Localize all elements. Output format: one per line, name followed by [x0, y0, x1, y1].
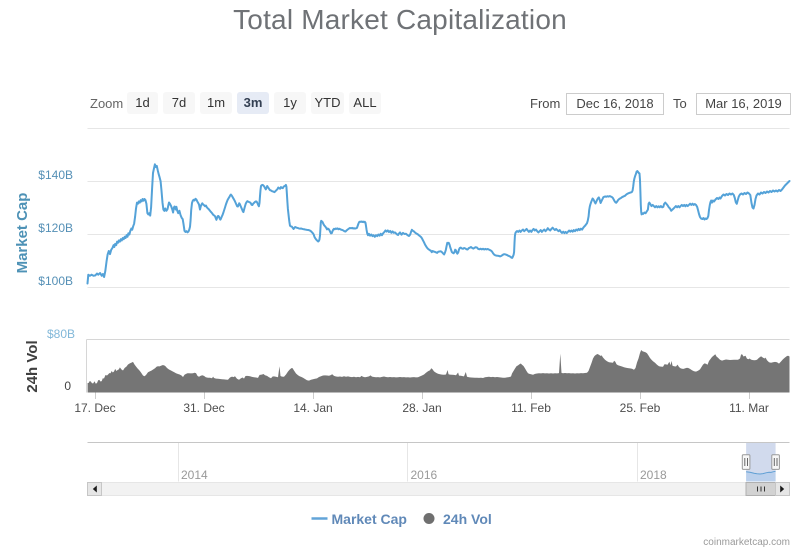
- svg-text:2014: 2014: [181, 468, 208, 482]
- svg-text:31. Dec: 31. Dec: [183, 401, 224, 415]
- svg-text:$80B: $80B: [47, 327, 75, 341]
- svg-text:24h Vol: 24h Vol: [443, 511, 492, 527]
- svg-text:coinmarketcap.com: coinmarketcap.com: [703, 537, 790, 548]
- svg-text:11. Mar: 11. Mar: [729, 401, 769, 415]
- svg-text:$140B: $140B: [38, 168, 73, 182]
- svg-text:$100B: $100B: [38, 274, 73, 288]
- svg-text:17. Dec: 17. Dec: [74, 401, 115, 415]
- svg-text:11. Feb: 11. Feb: [511, 401, 551, 415]
- svg-text:14. Jan: 14. Jan: [293, 401, 332, 415]
- svg-text:$120B: $120B: [38, 221, 73, 235]
- svg-text:28. Jan: 28. Jan: [402, 401, 441, 415]
- svg-text:Market Cap: Market Cap: [332, 511, 407, 527]
- svg-text:24h Vol: 24h Vol: [24, 340, 41, 392]
- svg-text:2018: 2018: [640, 468, 667, 482]
- svg-text:Market Cap: Market Cap: [14, 193, 31, 274]
- svg-text:2016: 2016: [411, 468, 438, 482]
- svg-text:25. Feb: 25. Feb: [620, 401, 661, 415]
- svg-text:0: 0: [64, 379, 71, 393]
